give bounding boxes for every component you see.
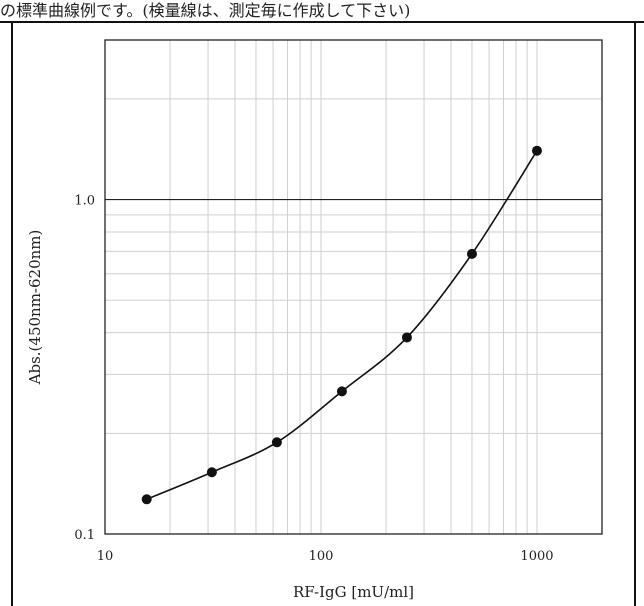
data-point [466, 248, 477, 259]
header-text-fragment: の標準曲線例です。(検量線は、測定毎に作成して下さい) [0, 1, 410, 20]
x-axis-title: RF-IgG [mU/ml] [293, 583, 414, 601]
data-point [336, 386, 347, 397]
data-point [141, 494, 152, 505]
plot-frame [104, 39, 603, 535]
axes [104, 39, 603, 535]
data-series [141, 145, 542, 505]
y-tick-label: 0.1 [74, 528, 95, 543]
x-tick-label: 1000 [520, 549, 553, 564]
x-tick-label: 100 [309, 549, 334, 564]
series-line [146, 150, 538, 501]
tick-labels: 10 100 1000 0.1 1.0 [74, 194, 553, 564]
y-tick-label: 1.0 [74, 194, 95, 209]
data-point [401, 332, 412, 343]
gridlines [105, 40, 602, 534]
data-point [206, 467, 217, 478]
data-point [531, 145, 542, 156]
data-point [271, 437, 282, 448]
y-axis-title: Abs.(450nm-620nm) [26, 230, 44, 386]
x-tick-label: 10 [97, 549, 114, 564]
